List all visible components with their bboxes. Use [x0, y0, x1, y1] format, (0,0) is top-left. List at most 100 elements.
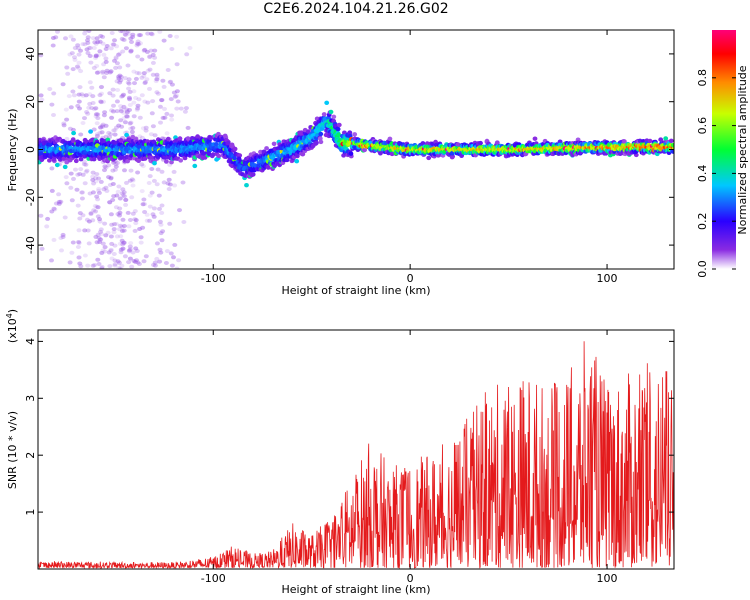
spectrogram-cell — [93, 112, 99, 117]
spectrogram-cell — [328, 109, 334, 115]
spectrogram-cell — [76, 255, 82, 260]
spectrogram-cell — [70, 89, 76, 94]
spectrogram-cell — [69, 198, 75, 203]
spectrogram-cell — [117, 206, 123, 211]
spectrogram-cell — [102, 249, 108, 254]
spectrogram-cell — [103, 233, 109, 238]
spectrogram-cell — [155, 75, 160, 80]
spectrogram-cell — [122, 32, 128, 37]
spectrogram-cell — [94, 121, 100, 126]
spectrogram-cell — [148, 132, 154, 137]
spectrogram-cell — [138, 235, 144, 240]
spectrogram-cell — [167, 34, 173, 38]
spectrogram-cell — [129, 264, 135, 269]
spectrogram-cell — [158, 120, 163, 125]
spectrogram-cell — [575, 137, 581, 142]
spectrogram-cell — [85, 41, 91, 45]
spectrogram-cell — [169, 160, 174, 165]
spectrogram-cell — [73, 158, 79, 164]
spectrogram-cell — [108, 175, 114, 180]
spectrogram-cell — [107, 200, 113, 205]
spectrogram-cell — [100, 241, 106, 246]
spectrogram-cell — [99, 84, 105, 89]
spectrogram-cell — [144, 49, 150, 54]
spectrogram-cell — [122, 120, 128, 125]
spectrogram-cell — [103, 56, 109, 61]
spectrogram-cell — [132, 217, 138, 222]
spectrogram-cell — [86, 219, 92, 224]
spectrogram-cell — [232, 155, 237, 161]
spectrogram-cell — [123, 33, 129, 38]
spectrogram-cell — [131, 259, 137, 263]
spectrogram-cell — [96, 186, 102, 191]
spectrogram-cell — [77, 172, 83, 176]
spectrogram-cell — [117, 241, 123, 246]
spectrogram-cell — [143, 125, 149, 130]
spectrogram-cell — [111, 230, 117, 235]
spectrogram-cell — [95, 257, 101, 262]
chart-title: C2E6.2024.104.21.26.G02 — [263, 1, 449, 17]
spectrogram-cell — [117, 73, 123, 78]
spectrogram-cell — [110, 42, 116, 47]
spectrogram-cell — [130, 250, 136, 255]
spectrogram-cell — [94, 36, 100, 41]
spectrogram-cell — [147, 67, 153, 72]
spectrogram-xtick-label: -100 — [201, 272, 226, 285]
spectrogram-cell — [126, 95, 132, 100]
spectrogram-cell — [176, 258, 182, 263]
spectrogram-cell — [149, 111, 155, 116]
spectrogram-cell — [222, 133, 228, 138]
spectrogram-cell — [157, 30, 163, 34]
spectrogram-cell — [92, 263, 98, 267]
spectrogram-cell — [93, 209, 98, 214]
spectrogram-cell — [331, 114, 337, 120]
spectrogram-cell — [88, 211, 94, 216]
spectrogram-cell — [158, 250, 164, 255]
spectrogram-cell — [131, 69, 137, 74]
spectrogram-cell — [97, 237, 103, 242]
spectrogram-cell — [336, 132, 341, 137]
spectrogram-cell — [71, 138, 76, 144]
spectrogram-cell — [111, 227, 117, 232]
spectrogram-cell — [143, 128, 149, 133]
spectrogram-cell — [64, 65, 70, 70]
spectrogram-cell — [139, 189, 145, 194]
spectrogram-cell — [121, 110, 127, 115]
spectrogram-cell — [216, 153, 222, 159]
spectrogram-cell — [120, 93, 126, 98]
spectrogram-cell — [141, 74, 147, 79]
spectrogram-cell — [63, 175, 69, 180]
spectrogram-cell — [84, 47, 90, 52]
spectrogram-cell — [159, 203, 165, 208]
spectrogram-cell — [78, 264, 84, 269]
spectrogram-cell — [121, 240, 127, 245]
spectrogram-cell — [38, 93, 44, 98]
spectrogram-cell — [112, 243, 118, 248]
spectrogram-cell — [96, 236, 102, 240]
spectrogram-cell — [51, 206, 57, 211]
spectrogram-cell — [120, 246, 126, 251]
spectrogram-cell — [52, 207, 58, 212]
spectrogram-ytick-label: 0 — [24, 146, 37, 153]
spectrogram-cell — [162, 106, 167, 111]
spectrogram-cell — [68, 105, 74, 110]
spectrogram-cell — [98, 100, 104, 105]
spectrogram-cell — [135, 170, 141, 175]
spectrogram-cell — [167, 221, 173, 226]
spectrogram-cell — [164, 131, 170, 136]
spectrogram-cell — [106, 130, 112, 135]
spectrogram-cell — [98, 85, 104, 90]
spectrogram-cell — [100, 124, 106, 129]
spectrogram-cell — [84, 110, 90, 114]
spectrogram-cell — [90, 178, 96, 182]
spectrogram-cell — [135, 41, 140, 46]
spectrogram-cell — [142, 47, 148, 52]
spectrogram-cell — [39, 246, 45, 251]
spectrogram-cell — [136, 158, 142, 163]
spectrogram-cell — [449, 155, 455, 160]
spectrogram-ytick-label: 20 — [24, 95, 37, 109]
spectrogram-cell — [115, 259, 121, 264]
spectrogram-cell — [135, 106, 141, 111]
spectrogram-cell — [139, 162, 145, 167]
spectrogram-cell — [108, 212, 114, 217]
